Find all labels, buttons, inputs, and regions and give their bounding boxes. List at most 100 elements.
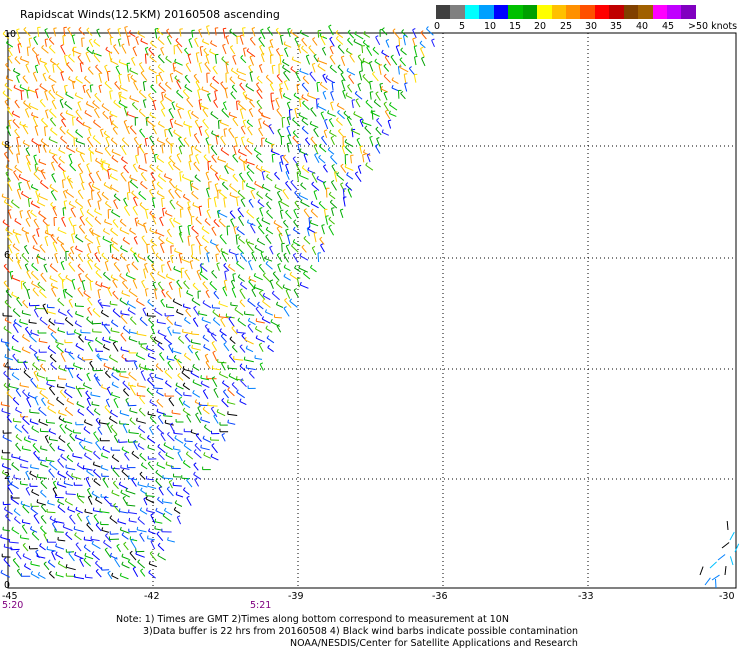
wind-barb-flag [21,334,25,338]
wind-barb-flag [336,117,339,121]
wind-barb [174,389,183,397]
wind-barb [57,460,65,468]
wind-barb [18,183,21,191]
wind-barb-flag [191,225,195,229]
wind-barb-flag [242,91,246,94]
wind-barb [95,172,102,182]
wind-barb-flag [94,216,98,220]
wind-barb-flag [274,171,277,175]
wind-barb [389,104,398,111]
wind-barb-flag [265,226,269,230]
wind-barb [145,117,148,126]
wind-barb [206,253,210,263]
wind-barb [178,288,182,298]
wind-barb [39,85,48,92]
wind-barb [57,539,66,542]
wind-barb [91,185,101,191]
wind-barb [361,45,364,54]
wind-barb [271,150,280,156]
wind-barb-flag [52,241,56,244]
wind-barb [183,394,192,397]
wind-barb [246,121,254,127]
wind-barb-flag [372,46,376,50]
wind-barb-flag [292,117,295,121]
wind-barb-flag [9,270,14,273]
scale-swatch [594,5,610,19]
wind-barb [135,155,138,164]
wind-barb [240,137,245,146]
wind-barb-flag [156,398,160,402]
wind-barb [11,456,21,460]
wind-barb [222,28,226,39]
wind-barb-flag [287,101,291,104]
wind-barb-flag [83,437,86,441]
wind-barb [328,218,335,225]
wind-barb [301,128,309,135]
wind-barb [283,72,290,81]
wind-barb-flag [155,229,158,233]
wind-barb [13,87,22,92]
wind-barb [209,167,218,174]
wind-barb [46,311,56,315]
wind-barb [365,164,374,171]
wind-barb [184,355,192,361]
wind-barb [137,385,146,388]
wind-barb [58,165,65,172]
wind-barb [147,447,156,451]
wind-barb-flag [76,401,79,405]
wind-barb [129,419,136,426]
wind-barb [724,566,727,576]
wind-barb [88,174,95,184]
wind-barb-flag [187,53,192,56]
wind-barb-flag [383,91,387,94]
wind-barb [149,114,157,119]
wind-barb [166,276,175,281]
wind-barb-flag [132,278,137,281]
wind-barb [261,318,271,324]
wind-barb [298,114,308,120]
wind-barb-flag [25,232,29,234]
wind-barb-flag [133,439,137,443]
wind-barb-flag [138,164,141,169]
wind-barb [88,40,94,48]
wind-barb [721,542,730,549]
wind-barb-flag [236,68,239,72]
wind-barb [130,318,137,325]
wind-barb [66,177,74,183]
wind-barb-flag [275,280,279,284]
wind-barb-flag [57,445,60,449]
wind-barb [369,137,374,146]
wind-barb-flag [247,323,251,327]
wind-barb-flag [147,461,151,464]
wind-barb [339,209,344,218]
note-line-1: Note: 1) Times are GMT 2)Times along bot… [116,614,509,625]
wind-barb [65,191,75,198]
wind-barb-flag [73,573,76,578]
wind-barb-flag [6,414,10,418]
wind-barb [156,139,166,145]
wind-barb-flag [300,199,303,203]
wind-barb-flag [320,35,324,38]
wind-barb [31,186,39,191]
wind-barb [103,346,110,351]
wind-barb [25,155,31,166]
wind-barb-flag [131,190,134,194]
wind-barb [221,58,229,66]
wind-barb [38,195,48,201]
wind-barb [276,304,284,308]
wind-barb [69,435,76,442]
wind-barb [101,467,109,471]
wind-barb [116,545,122,553]
scale-swatch [609,5,624,19]
wind-barb [256,77,263,84]
wind-barb [176,202,184,209]
wind-barb [310,222,319,227]
wind-barb-flag [412,37,416,40]
wind-barb-flag [293,208,297,211]
wind-barb-flag [40,489,43,493]
wind-barb [120,467,130,470]
wind-barb-flag [328,224,332,228]
wind-barb-flag [148,92,152,96]
wind-barb [111,575,119,580]
wind-barb [75,200,83,208]
